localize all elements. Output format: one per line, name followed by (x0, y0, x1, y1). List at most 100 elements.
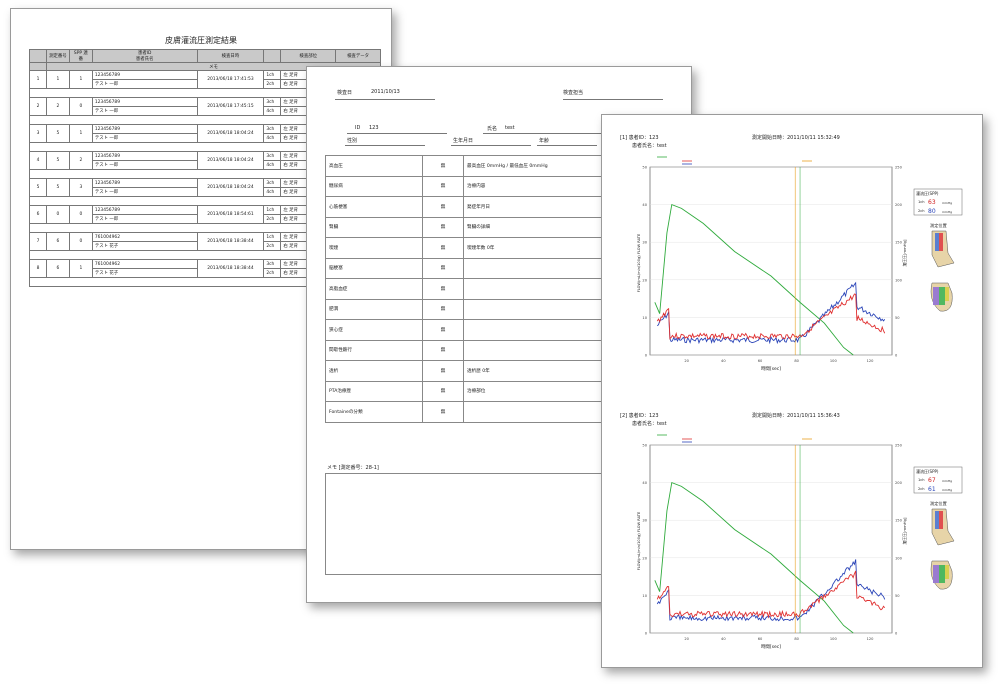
question-answer: 無 (422, 257, 464, 279)
y-tick-label: 10 (642, 316, 647, 320)
row-exam-datetime: 2013/06/18 18:38:44 (196, 232, 265, 251)
flow-curve-2 (656, 281, 886, 345)
spp-title: 灌流圧(SPP) (916, 190, 939, 196)
row-site2-ch: 4ch (263, 106, 282, 116)
row-record-no: 0 (68, 205, 93, 224)
spp-chart-1: [1] 患者ID：123 患者氏名：test 測定開始日時：2011/10/11 1… (602, 123, 982, 373)
row-measure-no: 5 (45, 178, 70, 197)
row-patient-name: テスト 一郎 (91, 106, 198, 116)
row-measure-no: 5 (45, 124, 70, 143)
row-site2-ch: 2ch (263, 268, 282, 278)
chart-start-time: 測定開始日時：2011/10/11 15:36:43 (752, 412, 840, 419)
question-answer: 無 (422, 155, 464, 177)
spp-unit: mmHg (942, 210, 952, 214)
row-site2-ch: 4ch (263, 160, 282, 170)
row-patient-name: テスト 一郎 (91, 133, 198, 143)
row-site2-ch: 2ch (263, 79, 282, 89)
y2-tick-label: 200 (895, 203, 903, 207)
row-index: 5 (29, 178, 47, 197)
y2-tick-label: 250 (895, 166, 903, 170)
spp-unit: mmHg (942, 479, 952, 483)
row-index: 1 (29, 70, 47, 89)
row-site1-ch: 1ch (263, 205, 282, 215)
row-record-no: 3 (68, 178, 93, 197)
question-label: 高血圧 (325, 155, 423, 177)
row-record-no: 0 (68, 232, 93, 251)
chart-start-time: 測定開始日時：2011/10/11 15:32:49 (752, 134, 840, 141)
row-measure-no: 6 (45, 232, 70, 251)
site-title: 測定位置 (930, 500, 947, 507)
site-marker-3 (933, 287, 939, 305)
y-tick-label: 30 (642, 519, 647, 523)
row-exam-datetime: 2013/06/18 17:45:15 (196, 97, 265, 116)
y-axis-label: FLOW(mL/min/100g) FLOW RATE (637, 511, 641, 570)
spp-box (913, 466, 963, 494)
site-title: 測定位置 (930, 222, 947, 229)
flow-curve-1 (656, 293, 886, 340)
row-index: 7 (29, 232, 47, 251)
pressure-curve (654, 481, 854, 634)
row-site1-ch: 3ch (263, 124, 282, 134)
x-tick-label: 20 (684, 637, 689, 641)
question-answer: 無 (422, 401, 464, 423)
x-tick-label: 100 (830, 637, 838, 641)
question-label: 脳梗塞 (325, 257, 423, 279)
question-answer: 無 (422, 339, 464, 361)
question-label: Fontaineの分類 (325, 401, 423, 423)
row-record-no: 1 (68, 70, 93, 89)
y2-tick-label: 50 (895, 316, 900, 320)
row-patient-id: 123456789 (91, 97, 198, 107)
question-answer: 無 (422, 298, 464, 320)
x-tick-label: 20 (684, 359, 689, 363)
question-label: 糖尿病 (325, 175, 423, 197)
row-measure-no: 0 (45, 205, 70, 224)
site-marker-2 (939, 233, 943, 251)
question-label: 間歇性跛行 (325, 339, 423, 361)
chart-patient-id: [2] 患者ID：123 (620, 412, 659, 419)
y-tick-label: 30 (642, 241, 647, 245)
y2-tick-label: 0 (895, 354, 898, 358)
y2-tick-label: 150 (895, 241, 903, 245)
row-site2-ch: 4ch (263, 133, 282, 143)
y-axis-label: FLOW(mL/min/100g) FLOW RATE (637, 233, 641, 292)
row-site2-ch: 4ch (263, 187, 282, 197)
name-value: test (505, 125, 515, 131)
pressure-curve (654, 203, 854, 356)
table-header-row: 測定番号 SPP 連番 患者ID 患者氏名 検査日時 検査部位 検査データ (29, 49, 381, 63)
x-axis-label: 時間[sec] (761, 366, 781, 372)
y-tick-label: 40 (642, 481, 647, 485)
spp-chart-2: [2] 患者ID：123 患者氏名：test 測定開始日時：2011/10/11 1… (602, 401, 982, 651)
header-measure-no: 測定番号 (45, 49, 70, 63)
question-label: 狭心症 (325, 319, 423, 341)
x-tick-label: 60 (758, 359, 763, 363)
y-tick-label: 0 (645, 632, 648, 636)
y2-tick-label: 0 (895, 632, 898, 636)
question-label: 腎臓 (325, 216, 423, 238)
row-index: 6 (29, 205, 47, 224)
row-index: 2 (29, 97, 47, 116)
row-record-no: 1 (68, 124, 93, 143)
question-answer: 無 (422, 360, 464, 382)
question-label: PTA治療歴 (325, 380, 423, 402)
row-site1-ch: 3ch (263, 178, 282, 188)
y-tick-label: 40 (642, 203, 647, 207)
exam-date-label: 検査日 (337, 90, 353, 96)
question-answer: 無 (422, 196, 464, 218)
row-exam-datetime: 2013/06/18 18:04:24 (196, 124, 265, 143)
spp-ch2-label: 2ch (918, 209, 925, 213)
spp-title: 灌流圧(SPP) (916, 468, 939, 474)
spp-ch2-value: 80 (928, 208, 936, 215)
header-record-no: SPP 連番 (68, 49, 93, 63)
row-patient-id: 761004962 (91, 259, 198, 269)
x-tick-label: 80 (794, 359, 799, 363)
row-measure-no: 6 (45, 259, 70, 278)
row-measure-no: 5 (45, 151, 70, 170)
row-patient-id: 123456789 (91, 124, 198, 134)
site-marker-4 (939, 565, 945, 583)
row-index: 8 (29, 259, 47, 278)
question-label: 肥満 (325, 298, 423, 320)
question-answer: 無 (422, 237, 464, 259)
x-tick-label: 60 (758, 637, 763, 641)
spp-ch1-value: 67 (928, 477, 936, 484)
row-record-no: 1 (68, 259, 93, 278)
